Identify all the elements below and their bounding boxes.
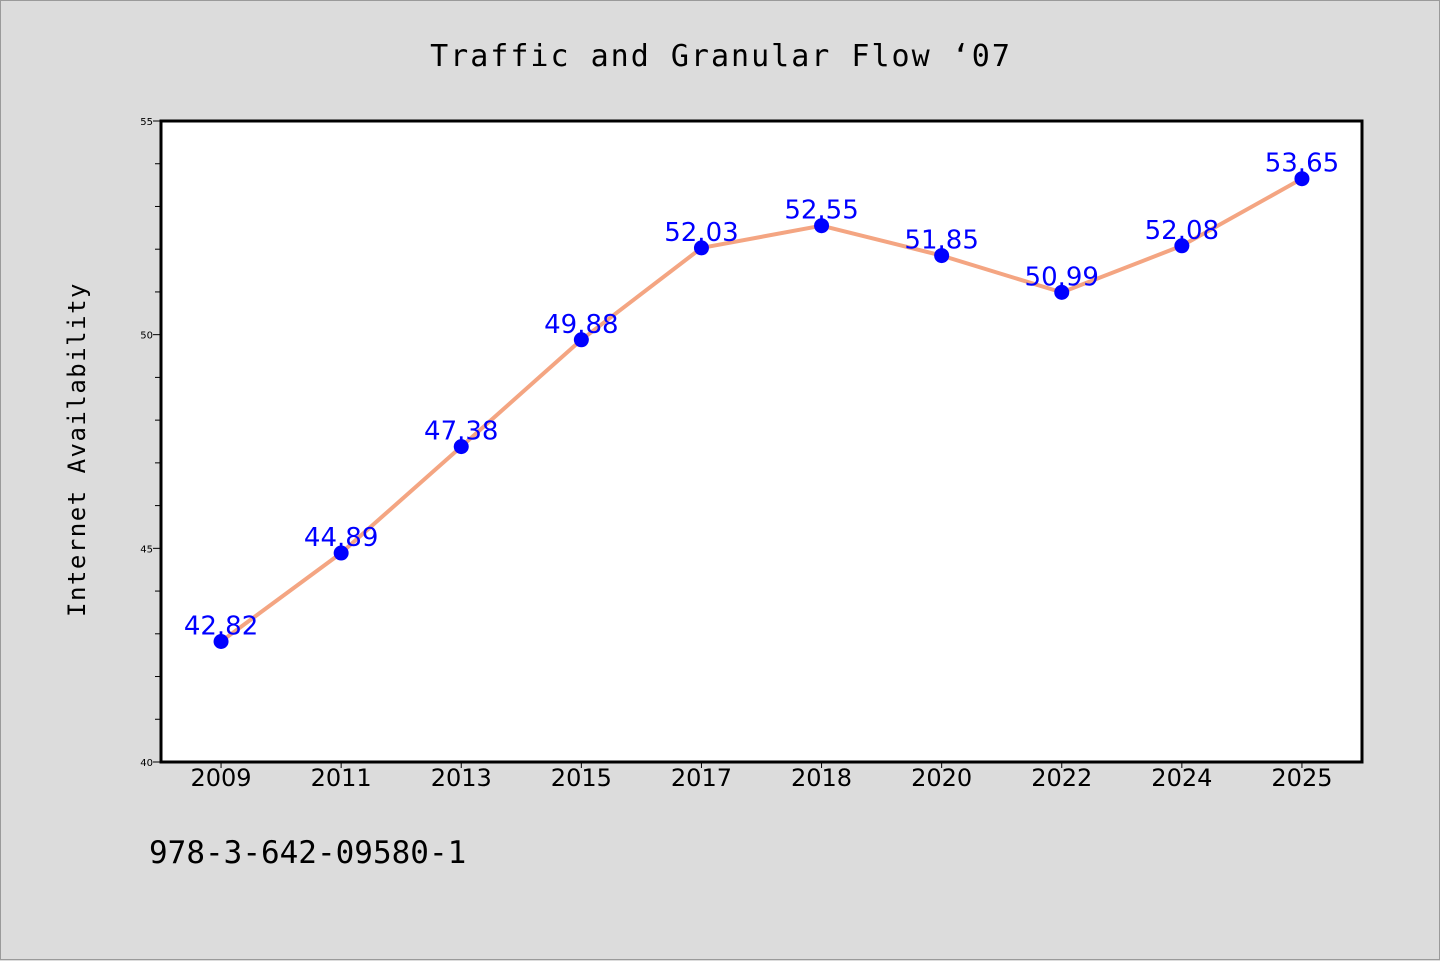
y-axis-label: Internet Availability <box>63 282 91 617</box>
x-tick-label: 2011 <box>311 764 372 792</box>
data-label: 52.03 <box>664 218 738 248</box>
x-tick-label: 2017 <box>671 764 732 792</box>
data-label: 42.82 <box>184 611 258 641</box>
data-label: 50.99 <box>1025 262 1099 292</box>
y-tick-label: 40 <box>140 758 153 769</box>
data-label: 52.08 <box>1145 216 1219 246</box>
series-group <box>213 171 1310 649</box>
data-point <box>1294 171 1310 187</box>
x-tick-label: 2018 <box>791 764 852 792</box>
data-labels: 42.82 44.89 47.38 49.88 52.03 52.55 51.85 50.99… <box>184 149 1339 642</box>
x-tick-label: 2020 <box>911 764 972 792</box>
y-axis: 40 45 50 55 <box>140 117 161 769</box>
x-tick-label: 2013 <box>431 764 492 792</box>
isbn-code: 978-3-642-09580-1 <box>149 835 467 871</box>
data-label: 47.38 <box>424 417 498 447</box>
x-axis: 2009 2011 2013 2015 2017 2018 2020 2022 2024 2025 <box>191 762 1332 792</box>
x-tick-label: 2025 <box>1271 764 1332 792</box>
x-tick-label: 2022 <box>1031 764 1092 792</box>
data-point <box>333 545 349 561</box>
data-label: 52.55 <box>784 196 858 226</box>
data-label: 51.85 <box>904 226 978 256</box>
data-label: 44.89 <box>304 523 378 553</box>
data-point <box>814 218 830 234</box>
y-tick-label: 55 <box>140 117 153 128</box>
data-point <box>453 439 469 455</box>
plot-area <box>159 119 1364 764</box>
series-line <box>219 176 1303 644</box>
y-tick-label: 45 <box>140 544 153 555</box>
x-tick-label: 2015 <box>551 764 612 792</box>
x-tick-label: 2024 <box>1151 764 1212 792</box>
data-point <box>573 332 589 348</box>
data-label: 53.65 <box>1265 149 1339 179</box>
data-point <box>934 248 950 264</box>
data-label: 49.88 <box>544 310 618 340</box>
data-point <box>693 240 709 256</box>
data-point <box>1054 284 1070 300</box>
data-point <box>1174 238 1190 254</box>
chart-title: Traffic and Granular Flow ‘07 <box>430 39 1012 74</box>
x-tick-label: 2009 <box>191 764 252 792</box>
y-tick-label: 50 <box>140 331 153 342</box>
data-point <box>213 633 229 649</box>
